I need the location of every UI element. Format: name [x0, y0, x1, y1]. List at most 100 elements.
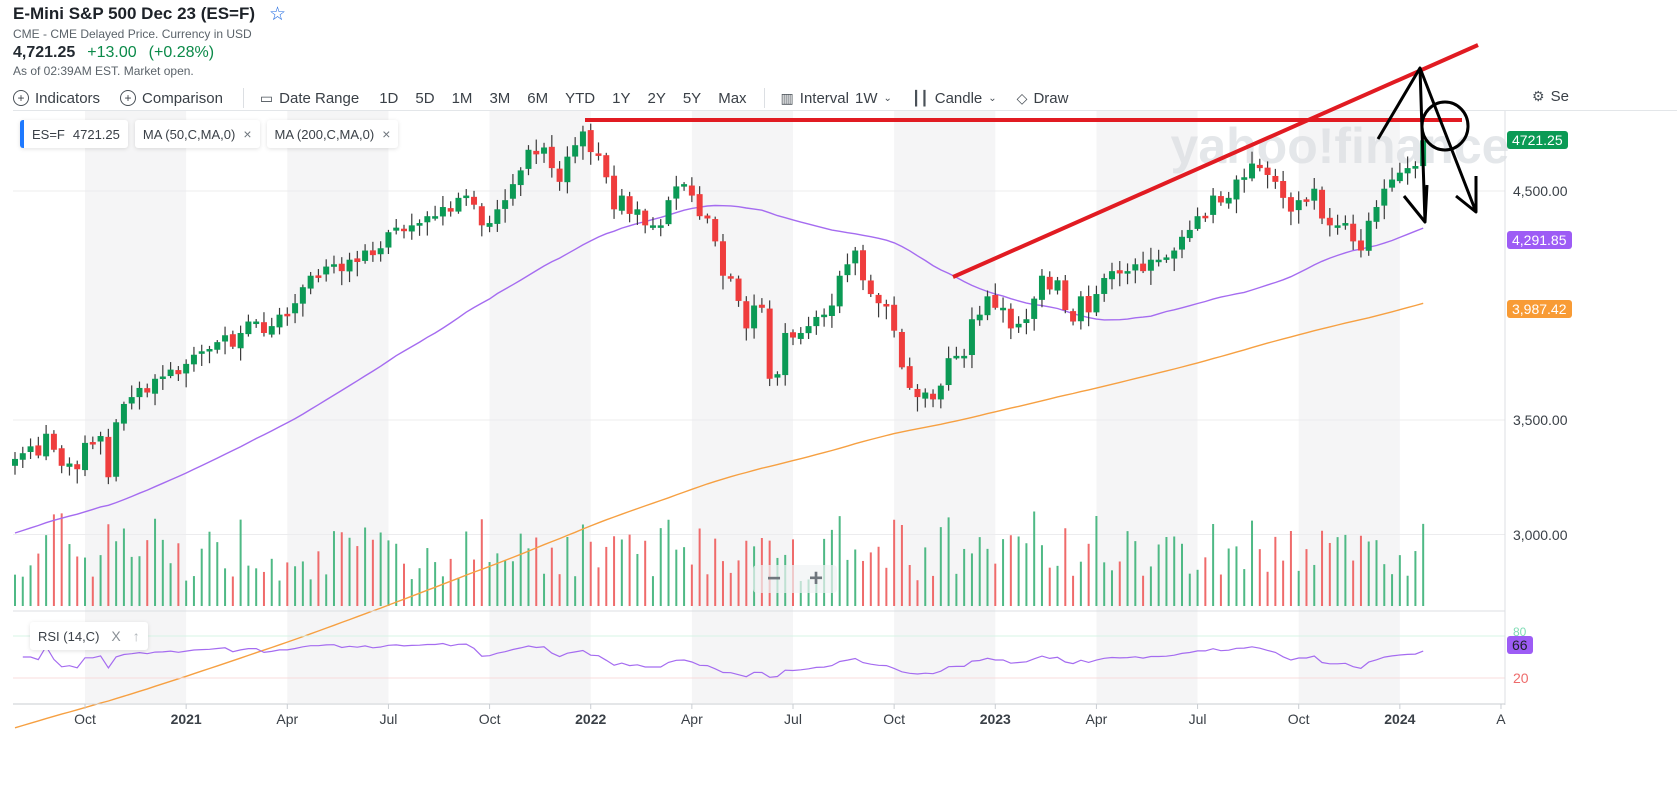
candle-body [790, 332, 796, 338]
candle-body [860, 250, 867, 281]
candle-body [120, 403, 127, 424]
legend-ma200[interactable]: MA (200,C,MA,0) × [266, 120, 399, 148]
price-change-percent: (+0.28%) [148, 44, 215, 61]
candle-body [338, 263, 345, 272]
candle-body [642, 210, 649, 226]
range-6m[interactable]: 6M [527, 89, 549, 107]
x-tick-label: Oct [883, 711, 906, 727]
candle-body [315, 275, 322, 278]
rsi-lower-label: 20 [1513, 670, 1529, 686]
range-1m[interactable]: 1M [451, 89, 473, 107]
exchange-info: CME - CME Delayed Price. Currency in USD [13, 27, 252, 41]
date-range-button[interactable]: ▭ Date Range [260, 90, 359, 107]
candle-body [214, 342, 221, 350]
chart-type-dropdown[interactable]: ┃┃ Candle ⌄ [912, 90, 997, 107]
comparison-label: Comparison [142, 89, 223, 107]
rsi-line [22, 642, 1424, 678]
instrument-title: E-Mini S&P 500 Dec 23 (ES=F) [13, 4, 256, 23]
range-2y[interactable]: 2Y [647, 89, 666, 107]
close-icon[interactable]: × [243, 126, 252, 142]
candle-body [58, 448, 65, 466]
legend-ma50[interactable]: MA (50,C,MA,0) × [134, 120, 260, 148]
close-icon[interactable]: × [382, 126, 391, 142]
zoom-in-button[interactable]: + [808, 565, 823, 592]
candle-body [1404, 168, 1411, 174]
candle-body [657, 225, 664, 228]
quarter-band [489, 111, 591, 703]
candle-body [1000, 307, 1007, 311]
candle-body [758, 304, 765, 308]
range-5y[interactable]: 5Y [682, 89, 702, 107]
candle-body [937, 385, 944, 400]
candle-body [299, 287, 306, 304]
ma200-path [14, 302, 1424, 729]
candle-body [968, 319, 975, 356]
candle-body [377, 248, 384, 255]
candle-body [362, 250, 369, 261]
range-5d[interactable]: 5D [415, 89, 435, 107]
settings-button[interactable]: ⚙ Se [1532, 88, 1569, 105]
candle-body [276, 314, 283, 328]
comparison-button[interactable]: + Comparison [120, 90, 223, 107]
gear-icon: ⚙ [1532, 88, 1545, 104]
close-icon[interactable]: X [111, 628, 121, 644]
candle-body [1365, 220, 1372, 251]
range-ytd[interactable]: YTD [565, 89, 596, 107]
candle-body [1085, 296, 1092, 313]
candle-body [97, 436, 104, 442]
range-1y[interactable]: 1Y [612, 89, 631, 107]
zoom-out-button[interactable]: − [766, 565, 781, 592]
candle-body [136, 387, 143, 398]
y-tick-label: 4,500.00 [1513, 183, 1568, 199]
toolbar-divider-line [13, 110, 1677, 111]
legend-ma50-label: MA (50,C,MA,0) [142, 126, 236, 142]
candle-body [1116, 270, 1123, 274]
candle-body [782, 332, 789, 376]
ma50-badge: 4,291.85 [1507, 231, 1572, 249]
toolbar-divider [242, 88, 244, 108]
ma200-badge: 3,987.42 [1507, 300, 1572, 318]
legend-symbol-name: ES=F [32, 126, 65, 142]
candle-body [898, 331, 905, 368]
interval-dropdown[interactable]: ▥ Interval 1W ⌄ [781, 90, 892, 107]
arrow-up-icon[interactable]: ↑ [132, 628, 140, 644]
legend-rsi[interactable]: RSI (14,C) X ↑ [30, 622, 148, 650]
candle-body [579, 131, 586, 147]
candle-body [439, 207, 446, 217]
candle-body [1124, 271, 1131, 274]
range-3m[interactable]: 3M [489, 89, 511, 107]
candle-body [1054, 280, 1061, 291]
candle-body [930, 393, 937, 400]
month-bands [85, 111, 1400, 703]
candle-body [1241, 177, 1248, 180]
candle-body [253, 321, 260, 325]
indicators-button[interactable]: + Indicators [13, 90, 100, 107]
candle-body [330, 264, 337, 267]
quarter-band [85, 111, 187, 703]
x-tick-label: Oct [478, 711, 501, 727]
candle-body [1163, 257, 1170, 260]
legend-symbol[interactable]: ES=F 4721.25 [20, 120, 128, 148]
draw-button[interactable]: ◇ Draw [1017, 90, 1069, 107]
candle-body [618, 195, 625, 211]
candle-body [66, 463, 73, 467]
candle-body [805, 326, 812, 334]
star-icon[interactable]: ☆ [269, 3, 287, 25]
candle-body [883, 304, 890, 307]
candle-body [836, 275, 843, 307]
candle-body [35, 445, 42, 456]
candle-body [159, 376, 166, 379]
candle-body [727, 276, 734, 279]
range-1d[interactable]: 1D [379, 89, 399, 107]
candle-body [1101, 278, 1108, 294]
candle-body [1147, 259, 1154, 271]
rsi-badge: 66 [1507, 636, 1533, 654]
candle-body [976, 314, 983, 321]
candle-body [914, 388, 921, 398]
candle-body [502, 200, 509, 209]
range-max[interactable]: Max [718, 89, 747, 107]
candle-body [1070, 311, 1077, 322]
candle-body [704, 215, 711, 219]
candle-body [1373, 207, 1380, 222]
